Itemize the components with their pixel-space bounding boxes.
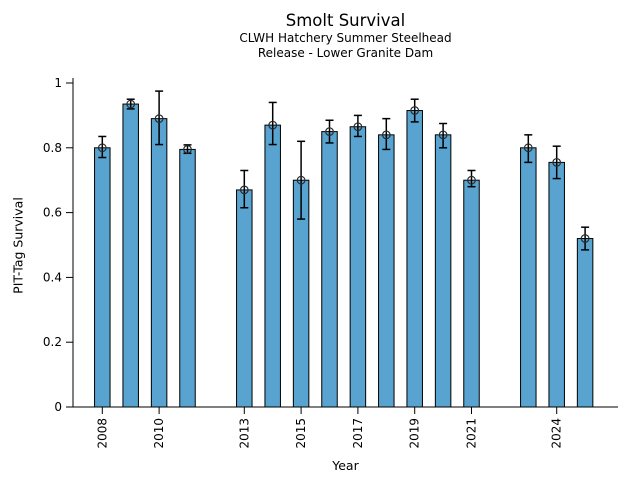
chart-subtitle: CLWH Hatchery Summer Steelhead Release -…: [73, 31, 618, 61]
marker-2021: [467, 175, 476, 185]
x-tick-label: 2019: [408, 418, 422, 449]
y-tick-label: 1: [54, 76, 62, 90]
marker-2008: [97, 143, 107, 153]
bar-2010: [150, 118, 168, 408]
x-tick-label: 2021: [465, 418, 479, 449]
x-tick-label: 2008: [95, 418, 109, 449]
bar-2025: [576, 238, 594, 408]
bar-2008: [94, 147, 111, 408]
marker-2015: [296, 175, 306, 185]
bar-2017: [349, 126, 367, 408]
x-tick-label: 2024: [550, 418, 564, 449]
bar-2024: [548, 161, 565, 408]
marker-2018: [381, 130, 391, 140]
marker-2019: [410, 106, 420, 115]
marker-2009: [126, 99, 136, 109]
chart-title: Smolt Survival: [285, 11, 406, 30]
chart-subtitle-line1: CLWH Hatchery Summer Steelhead: [239, 31, 452, 45]
bar-2009: [122, 103, 139, 408]
bar-2011: [179, 148, 196, 408]
marker-2011: [183, 145, 192, 154]
bar-2016: [321, 131, 338, 408]
bar-2020: [434, 134, 452, 408]
marker-2014: [268, 120, 278, 130]
chart-subtitle-line2: Release - Lower Granite Dam: [257, 46, 434, 60]
y-tick-label: 0.2: [43, 335, 62, 349]
bar-2013: [236, 189, 253, 408]
y-tick-label: 0.6: [43, 206, 62, 220]
bar-2019: [406, 110, 423, 408]
marker-2010: [154, 114, 164, 124]
marker-2024: [552, 157, 562, 167]
bar-2021: [463, 179, 480, 408]
bar-2018: [378, 134, 395, 408]
y-tick-label: 0: [54, 400, 62, 414]
x-tick-label: 2010: [152, 418, 166, 449]
x-tick-label: 2017: [351, 418, 365, 449]
marker-2016: [325, 127, 334, 137]
y-tick-label: 0.8: [43, 141, 62, 155]
x-axis-label: Year: [332, 458, 359, 473]
marker-2017: [353, 122, 363, 132]
bar-2014: [264, 124, 281, 408]
y-tick-label: 0.4: [43, 270, 62, 284]
marker-2023: [523, 143, 533, 153]
x-tick-label: 2015: [294, 418, 308, 449]
bar-2023: [520, 147, 537, 408]
marker-2020: [438, 130, 448, 140]
marker-2025: [580, 234, 590, 243]
x-tick-label: 2013: [237, 418, 251, 449]
marker-2013: [239, 185, 249, 195]
